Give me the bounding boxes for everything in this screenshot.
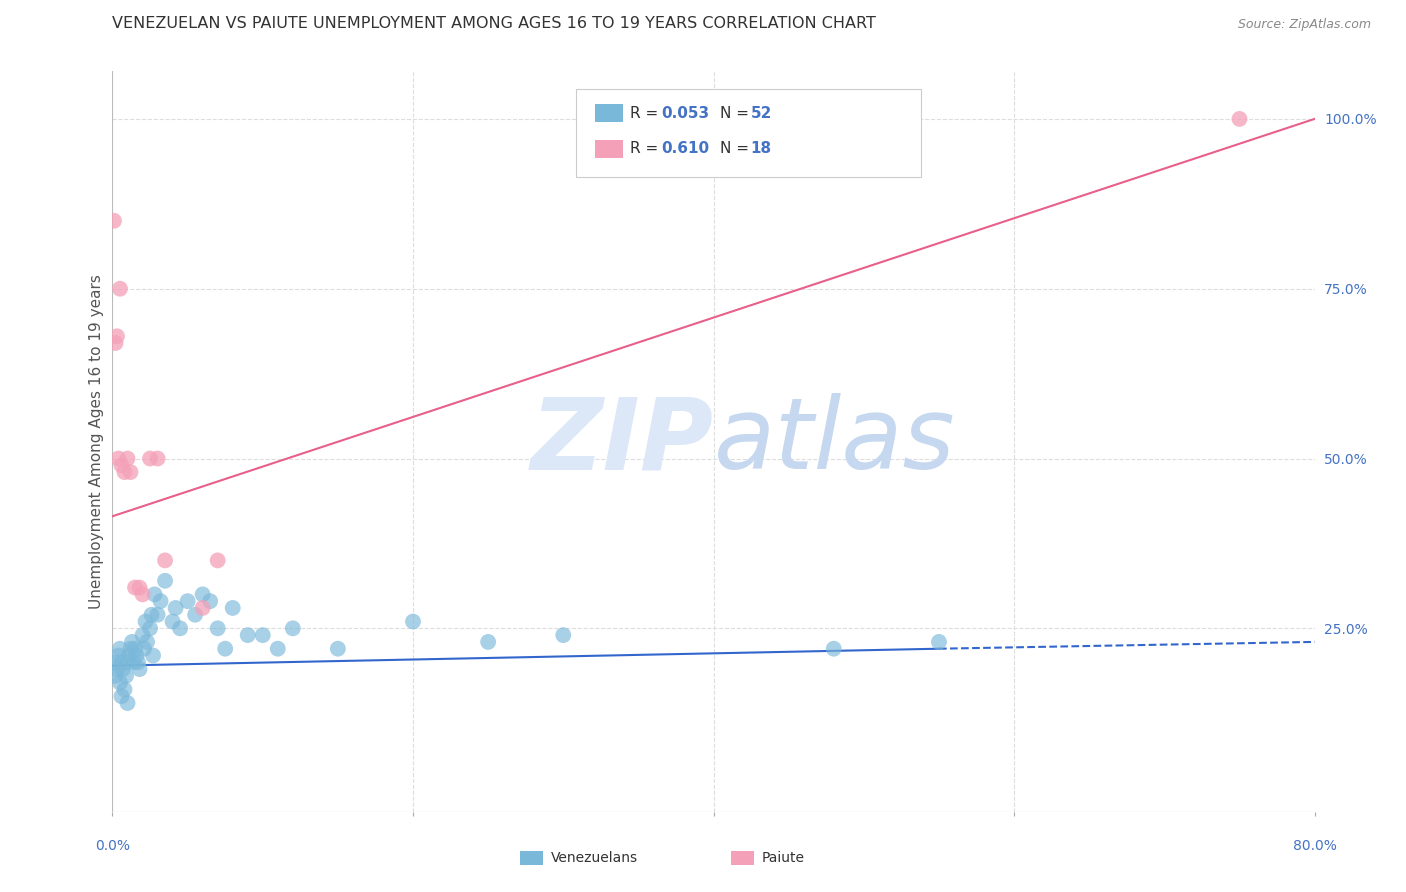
Point xyxy=(107,451,129,466)
Point xyxy=(153,574,176,588)
Point xyxy=(114,465,136,479)
Point xyxy=(267,641,290,656)
Text: 52: 52 xyxy=(751,106,772,120)
Point xyxy=(110,655,132,669)
Text: Source: ZipAtlas.com: Source: ZipAtlas.com xyxy=(1237,18,1371,31)
Y-axis label: Unemployment Among Ages 16 to 19 years: Unemployment Among Ages 16 to 19 years xyxy=(89,274,104,609)
Point xyxy=(108,675,131,690)
Point xyxy=(114,682,136,697)
Text: 0.053: 0.053 xyxy=(661,106,709,120)
Point xyxy=(149,594,172,608)
Point xyxy=(117,655,139,669)
Point xyxy=(191,587,214,601)
Point xyxy=(120,465,142,479)
Point xyxy=(104,669,127,683)
Point xyxy=(326,641,349,656)
Text: Venezuelans: Venezuelans xyxy=(551,851,638,865)
Point xyxy=(142,648,165,663)
Point xyxy=(111,662,134,676)
Point xyxy=(104,336,127,351)
Point xyxy=(110,458,132,473)
Point xyxy=(176,594,198,608)
Point xyxy=(207,553,229,567)
Point xyxy=(236,628,259,642)
Point xyxy=(141,607,163,622)
Text: 0.0%: 0.0% xyxy=(96,838,129,853)
Point xyxy=(214,641,236,656)
Point xyxy=(477,635,499,649)
Point xyxy=(128,581,150,595)
Point xyxy=(103,214,125,228)
Point xyxy=(115,669,138,683)
Point xyxy=(120,641,142,656)
Point xyxy=(162,615,184,629)
Text: atlas: atlas xyxy=(713,393,955,490)
Point xyxy=(124,641,146,656)
Point xyxy=(117,696,139,710)
Point xyxy=(184,607,207,622)
Point xyxy=(198,594,221,608)
Point xyxy=(139,451,162,466)
Text: R =: R = xyxy=(630,106,664,120)
Point xyxy=(553,628,575,642)
Point xyxy=(121,635,143,649)
Point xyxy=(131,628,153,642)
Point xyxy=(402,615,425,629)
Point xyxy=(135,615,157,629)
Point xyxy=(105,329,128,343)
Point xyxy=(281,621,304,635)
Text: N =: N = xyxy=(720,142,754,156)
Point xyxy=(252,628,274,642)
Point xyxy=(125,648,148,663)
Point xyxy=(146,607,169,622)
Text: R =: R = xyxy=(630,142,664,156)
Point xyxy=(110,690,132,704)
Point xyxy=(103,655,125,669)
Point xyxy=(928,635,950,649)
Text: 18: 18 xyxy=(751,142,772,156)
Point xyxy=(108,282,131,296)
Text: N =: N = xyxy=(720,106,754,120)
Point xyxy=(131,587,153,601)
Point xyxy=(207,621,229,635)
Text: Paiute: Paiute xyxy=(762,851,806,865)
Point xyxy=(139,621,162,635)
Point xyxy=(165,601,187,615)
Text: 0.610: 0.610 xyxy=(661,142,709,156)
Point xyxy=(136,635,159,649)
Point xyxy=(127,655,149,669)
Text: VENEZUELAN VS PAIUTE UNEMPLOYMENT AMONG AGES 16 TO 19 YEARS CORRELATION CHART: VENEZUELAN VS PAIUTE UNEMPLOYMENT AMONG … xyxy=(112,16,876,31)
Point xyxy=(124,581,146,595)
Point xyxy=(107,648,129,663)
Point xyxy=(191,601,214,615)
Point xyxy=(105,662,128,676)
Point xyxy=(146,451,169,466)
Point xyxy=(1229,112,1251,126)
Point xyxy=(222,601,245,615)
Point xyxy=(823,641,845,656)
Point xyxy=(117,451,139,466)
Point xyxy=(153,553,176,567)
Point xyxy=(143,587,166,601)
Point xyxy=(108,641,131,656)
Point xyxy=(132,641,155,656)
Point xyxy=(169,621,191,635)
Point xyxy=(128,662,150,676)
Point xyxy=(118,648,141,663)
Text: ZIP: ZIP xyxy=(530,393,713,490)
Text: 80.0%: 80.0% xyxy=(1292,838,1337,853)
Point xyxy=(122,655,145,669)
